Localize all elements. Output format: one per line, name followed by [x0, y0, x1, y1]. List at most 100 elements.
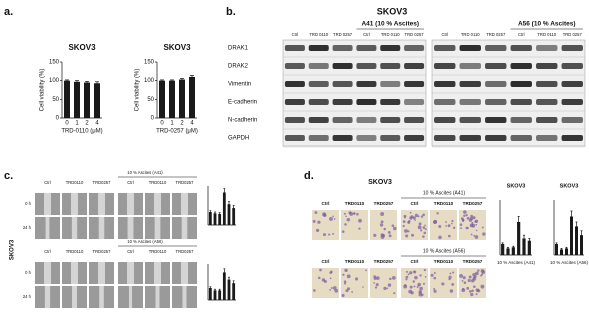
cell-stain	[424, 276, 427, 278]
y-tick-label: 50	[52, 97, 59, 103]
x-tick-label: 2	[85, 121, 89, 127]
x-tick-label: 4	[95, 121, 99, 127]
bar	[208, 288, 212, 300]
cell-stain	[475, 229, 478, 232]
panel-label: c.	[4, 170, 13, 182]
lane-label: Ctrl	[518, 32, 525, 37]
cell-stain	[418, 294, 421, 297]
bar	[506, 248, 510, 255]
bar	[232, 208, 236, 225]
bar	[227, 204, 231, 225]
cell-stain	[473, 275, 477, 278]
blot-band	[404, 45, 425, 51]
cell-stain	[341, 293, 345, 297]
blot-band	[485, 45, 507, 51]
panel-label: d.	[304, 170, 314, 182]
cell-stain	[452, 226, 456, 230]
y-axis-label: Cell viability (%)	[40, 69, 46, 112]
bar	[570, 216, 573, 255]
cell-stain	[409, 216, 413, 220]
cell-stain	[391, 276, 396, 280]
wound-gap	[71, 193, 78, 215]
cell-stain	[449, 289, 454, 293]
bar	[501, 244, 505, 255]
wound-gap	[128, 286, 133, 308]
blot-band	[536, 81, 558, 87]
cell-stain	[449, 272, 452, 275]
bar	[222, 272, 226, 300]
chart-title: SKOV3	[163, 43, 191, 52]
bar	[580, 235, 583, 255]
cell-stain	[468, 290, 472, 293]
blot-band	[485, 99, 507, 105]
lane-label: Ctrl	[441, 32, 448, 37]
group-label: A41 (10 % Ascites)	[361, 21, 419, 28]
cell-stain	[344, 268, 348, 273]
cell-stain	[374, 286, 378, 289]
lane-label: Ctrl	[292, 32, 299, 37]
lane-label: Ctrl	[44, 180, 51, 185]
wound-gap	[181, 193, 188, 215]
cell-stain	[365, 269, 367, 272]
cell-stain	[402, 224, 405, 228]
blot-band	[434, 99, 456, 105]
lane-label: TRD0110	[345, 259, 365, 264]
cell-stain	[375, 276, 380, 281]
bar	[527, 240, 531, 255]
blot-band	[284, 117, 305, 123]
wound-gap	[98, 193, 105, 215]
x-tick-label: 4	[190, 121, 194, 127]
cell-stain	[470, 214, 474, 218]
cell-stain	[405, 234, 409, 238]
group-label: 10 % Ascites (A41)	[127, 170, 163, 175]
blot-band	[356, 45, 377, 51]
blot-band	[380, 135, 401, 141]
blot-band	[356, 135, 377, 141]
cell-stain	[422, 213, 425, 217]
blot-band	[356, 117, 377, 123]
cell-stain	[346, 274, 351, 279]
lane-label: Ctrl	[322, 259, 330, 264]
cell-stain	[362, 286, 364, 288]
y-tick-label: 0	[151, 116, 155, 122]
cell-stain	[383, 227, 387, 231]
lane-label: Ctrl	[127, 180, 134, 185]
lane-label: Ctrl	[411, 259, 419, 264]
blot-band	[434, 63, 456, 69]
group-label: 10 % Ascites (A56)	[127, 239, 163, 244]
cell-stain	[461, 288, 466, 293]
lane-label: TRD 0110	[537, 32, 556, 37]
blot-band	[459, 63, 481, 69]
blot-band	[308, 99, 329, 105]
cell-stain	[422, 226, 426, 229]
cell-stain	[430, 273, 434, 277]
blot-band	[380, 117, 401, 123]
cell-stain	[419, 286, 423, 291]
blot-band	[459, 99, 481, 105]
cell-stain	[409, 285, 413, 289]
blot-band	[536, 45, 558, 51]
bar	[159, 80, 165, 118]
cell-stain	[462, 219, 465, 222]
cell-stain	[447, 224, 451, 228]
cell-stain	[373, 277, 377, 280]
x-tick-label: 0	[65, 121, 69, 127]
cell-stain	[477, 269, 480, 272]
cell-stain	[344, 223, 347, 226]
cell-stain	[422, 282, 426, 285]
cell-stain	[481, 226, 484, 229]
blot-band	[332, 135, 353, 141]
cell-stain	[389, 277, 392, 281]
cell-stain	[448, 277, 451, 281]
group-label: A56 (10 % Ascites)	[518, 21, 576, 28]
transwell-image	[430, 210, 457, 240]
cell-stain	[351, 290, 354, 293]
cell-stain	[471, 221, 474, 224]
lane-label: TRD0110	[434, 259, 454, 264]
blot-band	[536, 99, 558, 105]
cell-stain	[356, 212, 359, 216]
cell-stain	[460, 227, 463, 230]
blot-band	[510, 81, 532, 87]
cell-stain	[332, 215, 334, 218]
cell-line-label: SKOV3	[10, 239, 16, 260]
